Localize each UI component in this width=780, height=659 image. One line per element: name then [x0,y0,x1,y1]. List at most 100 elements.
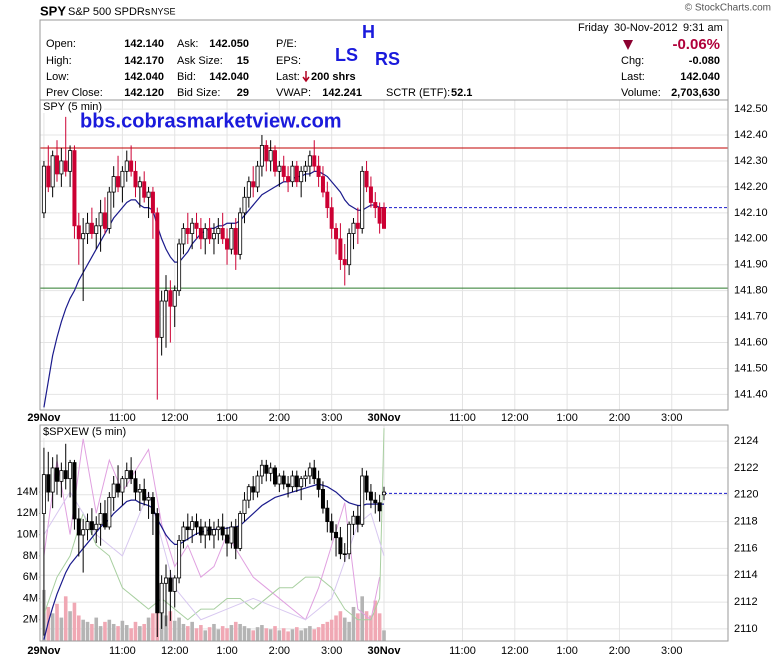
field-value: 142.170 [124,55,164,67]
field-value: -0.080 [689,55,720,67]
candle-body [259,464,264,477]
annotation: H [362,22,375,42]
y-tick-label: 142.50 [734,103,768,115]
candle-body [316,478,321,490]
volume-bar [369,615,373,641]
candle-body [98,513,103,525]
y-tick-label: 2118 [734,516,758,528]
volume-bar [72,602,77,641]
candle-body [137,488,142,493]
time: 9:31 am [683,22,723,34]
volume-bar [77,615,81,641]
candle-body [107,191,112,229]
volume-bar [50,613,55,641]
x-tick-label: 29Nov [27,412,61,424]
annotation: RS [375,49,400,69]
volume-bar [111,623,116,641]
field-value: 142.040 [680,71,720,83]
y-tick-label: 142.20 [734,181,768,193]
field-label: Bid: [177,71,196,83]
candle-body [299,170,304,183]
volume-bar [290,629,295,641]
volume-bar [146,617,151,641]
candle-body [146,497,151,501]
candle-body [177,539,182,579]
volume-bar [133,621,138,641]
candle-body [76,518,81,536]
field-value: 15 [237,55,249,67]
volume-bar [273,626,277,641]
volume-bar [177,617,181,641]
candle-body [142,181,147,198]
volume-bar [190,621,194,641]
candle-body [41,474,46,514]
candle-body [159,582,164,614]
volume-bar [172,620,177,641]
volume-bar [299,630,303,641]
candle-body [233,526,238,549]
volume-bar [233,621,238,641]
candle-body [142,488,147,501]
volume-bar [377,613,382,641]
candle-body [373,202,378,209]
candle-body [277,475,282,485]
field-value: 142.050 [209,38,249,50]
price-panel: 141.40 141.50 141.60 141.70 141.80 141.90 142.… [27,22,767,424]
y-tick-label: 141.60 [734,336,768,348]
candle-body [59,160,64,175]
x-tick-label: 12:00 [161,645,189,657]
candle-body [129,160,134,172]
x-tick-label: 2:00 [269,412,290,424]
candle-body [55,155,60,175]
candle-body [342,259,347,266]
volume-bar [260,625,264,641]
volume-bar [103,621,107,641]
candle-body [68,462,73,480]
volume-bar [364,611,369,641]
volume-tick-label: 6M [23,571,38,583]
candle-body [325,507,330,522]
candle-body [238,212,243,255]
candle-body [320,176,325,193]
sctr-label: SCTR (ETF): [386,87,450,99]
down-triangle [623,40,633,50]
volume-bar [316,627,321,641]
candle-body [190,521,195,531]
indicator-line [43,438,381,621]
candle-body [85,521,90,531]
candle-body [50,467,55,493]
x-tick-label: 11:00 [109,645,136,657]
candle-body [281,165,286,177]
field-label: Last: [621,71,645,83]
candle-body [242,196,247,214]
x-tick-label: 1:00 [216,645,237,657]
candle-body [129,470,134,480]
candle-body [377,502,382,512]
y-tick-label: 2110 [734,623,758,635]
candle-body [85,222,90,234]
candle-body [46,474,51,493]
candle-body [329,521,334,533]
candle-body [355,515,360,525]
candle-body [124,160,129,172]
candle-body [168,577,173,592]
candle-body [59,470,64,482]
volume-bar [181,623,186,641]
volume-bar [220,626,225,641]
volume-bar [199,625,203,641]
symbol: SPY [40,3,66,18]
field-label: Ask Size: [177,55,223,67]
candle-body [303,475,308,480]
candle-body [111,483,116,498]
candle-body [89,521,94,531]
volume-bar [264,628,269,641]
volume-tick-label: 2M [23,614,38,626]
candle-body [368,186,373,203]
volume-bar [251,630,256,641]
volume-bar [203,630,208,641]
candle-body [355,222,360,229]
candle-body [251,181,256,188]
candle-body [150,497,155,514]
candle-body [329,207,334,229]
